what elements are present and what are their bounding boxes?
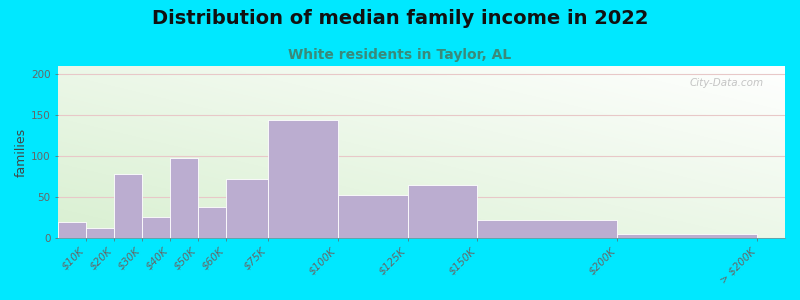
Text: White residents in Taylor, AL: White residents in Taylor, AL [288,48,512,62]
Text: City-Data.com: City-Data.com [689,78,763,88]
Bar [58,222,86,238]
Bar [226,179,268,238]
Bar [198,207,226,238]
Bar [268,120,338,238]
Bar [142,217,170,238]
Bar [338,195,408,238]
Bar [114,174,142,238]
Bar [86,228,114,238]
Bar [408,185,478,238]
Bar [170,158,198,238]
Y-axis label: families: families [15,128,28,177]
Bar [478,220,618,238]
Bar [618,234,757,238]
Text: Distribution of median family income in 2022: Distribution of median family income in … [152,9,648,28]
